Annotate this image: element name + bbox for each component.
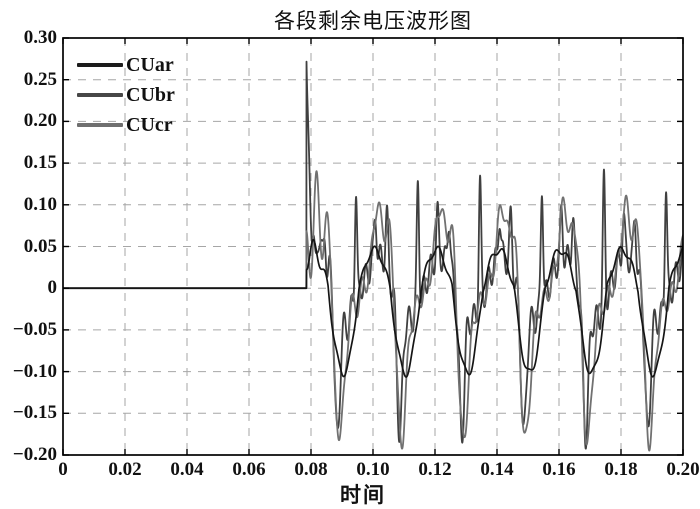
y-tick-label: −0.15 [12,402,57,424]
legend-label-cubr: CUbr [126,83,175,106]
legend: CUar CUbr CUcr [77,50,175,140]
legend-label-cuar: CUar [126,53,174,76]
x-tick-label: 0.16 [542,459,576,480]
y-tick-label: 0.20 [23,110,57,132]
legend-line-swatch-cubr [77,93,123,97]
x-tick-label: 0.06 [232,459,266,480]
chart-title: 各段剩余电压波形图 [274,9,472,33]
legend-item-cuar: CUar [77,50,175,80]
legend-item-cubr: CUbr [77,80,175,110]
x-tick-label: 0.12 [418,459,452,480]
y-tick-label: −0.10 [12,360,57,382]
y-tick-label: 0.15 [23,152,57,174]
x-axis-label: 时间 [340,483,386,507]
y-tick-label: 0.05 [23,235,57,257]
y-tick-label: 0.10 [23,193,57,215]
y-tick-label: −0.20 [12,444,57,465]
x-tick-label: 0.14 [480,459,514,480]
x-tick-label: 0.10 [356,459,390,480]
x-tick-label: 0.02 [108,459,142,480]
y-tick-label: 0.25 [23,68,57,90]
x-tick-label: 0 [58,459,68,480]
legend-item-cucr: CUcr [77,110,175,140]
x-tick-label: 0.08 [294,459,328,480]
legend-line-swatch-cuar [77,63,123,67]
y-tick-label: 0 [47,277,58,299]
legend-label-cucr: CUcr [126,113,173,136]
x-tick-label: 0.18 [604,459,638,480]
y-tick-label: −0.05 [12,318,57,340]
x-tick-label: 0.04 [170,459,204,480]
legend-line-swatch-cucr [77,123,123,127]
x-tick-label: 0.20 [666,459,700,480]
y-tick-label: 0.30 [23,27,57,48]
